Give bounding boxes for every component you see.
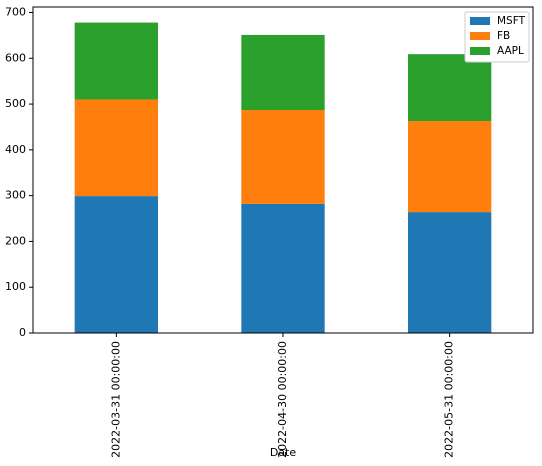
x-tick-label: 2022-05-31 00:00:00	[443, 341, 456, 458]
legend: MSFT FB AAPL	[464, 11, 530, 63]
legend-label: AAPL	[497, 45, 524, 57]
bar-segment	[74, 99, 158, 197]
y-tick-label: 700	[5, 5, 26, 18]
bar-segment	[408, 121, 492, 213]
y-tick-label: 400	[5, 143, 26, 156]
x-tick-label: 2022-03-31 00:00:00	[109, 341, 122, 458]
y-tick-label: 500	[5, 97, 26, 110]
y-tick-label: 100	[5, 280, 26, 293]
bar-segment	[241, 34, 325, 111]
bar-segment	[74, 22, 158, 100]
legend-swatch	[470, 17, 490, 25]
y-tick-label: 300	[5, 189, 26, 202]
x-axis-label: Date	[270, 446, 297, 459]
legend-swatch	[470, 32, 490, 40]
bar-segment	[241, 110, 325, 204]
bar-segment	[241, 203, 325, 333]
plot-frame	[32, 6, 534, 334]
bar-segment	[408, 212, 492, 333]
y-tick-label: 200	[5, 234, 26, 247]
legend-swatch	[470, 47, 490, 55]
bar-segment	[408, 54, 492, 122]
y-tick-label: 600	[5, 51, 26, 64]
bar-segment	[74, 196, 158, 333]
legend-label: MSFT	[497, 15, 526, 27]
x-tick-label: 2022-04-30 00:00:00	[276, 341, 289, 458]
legend-label: FB	[497, 30, 510, 42]
y-tick-label: 0	[19, 326, 26, 339]
